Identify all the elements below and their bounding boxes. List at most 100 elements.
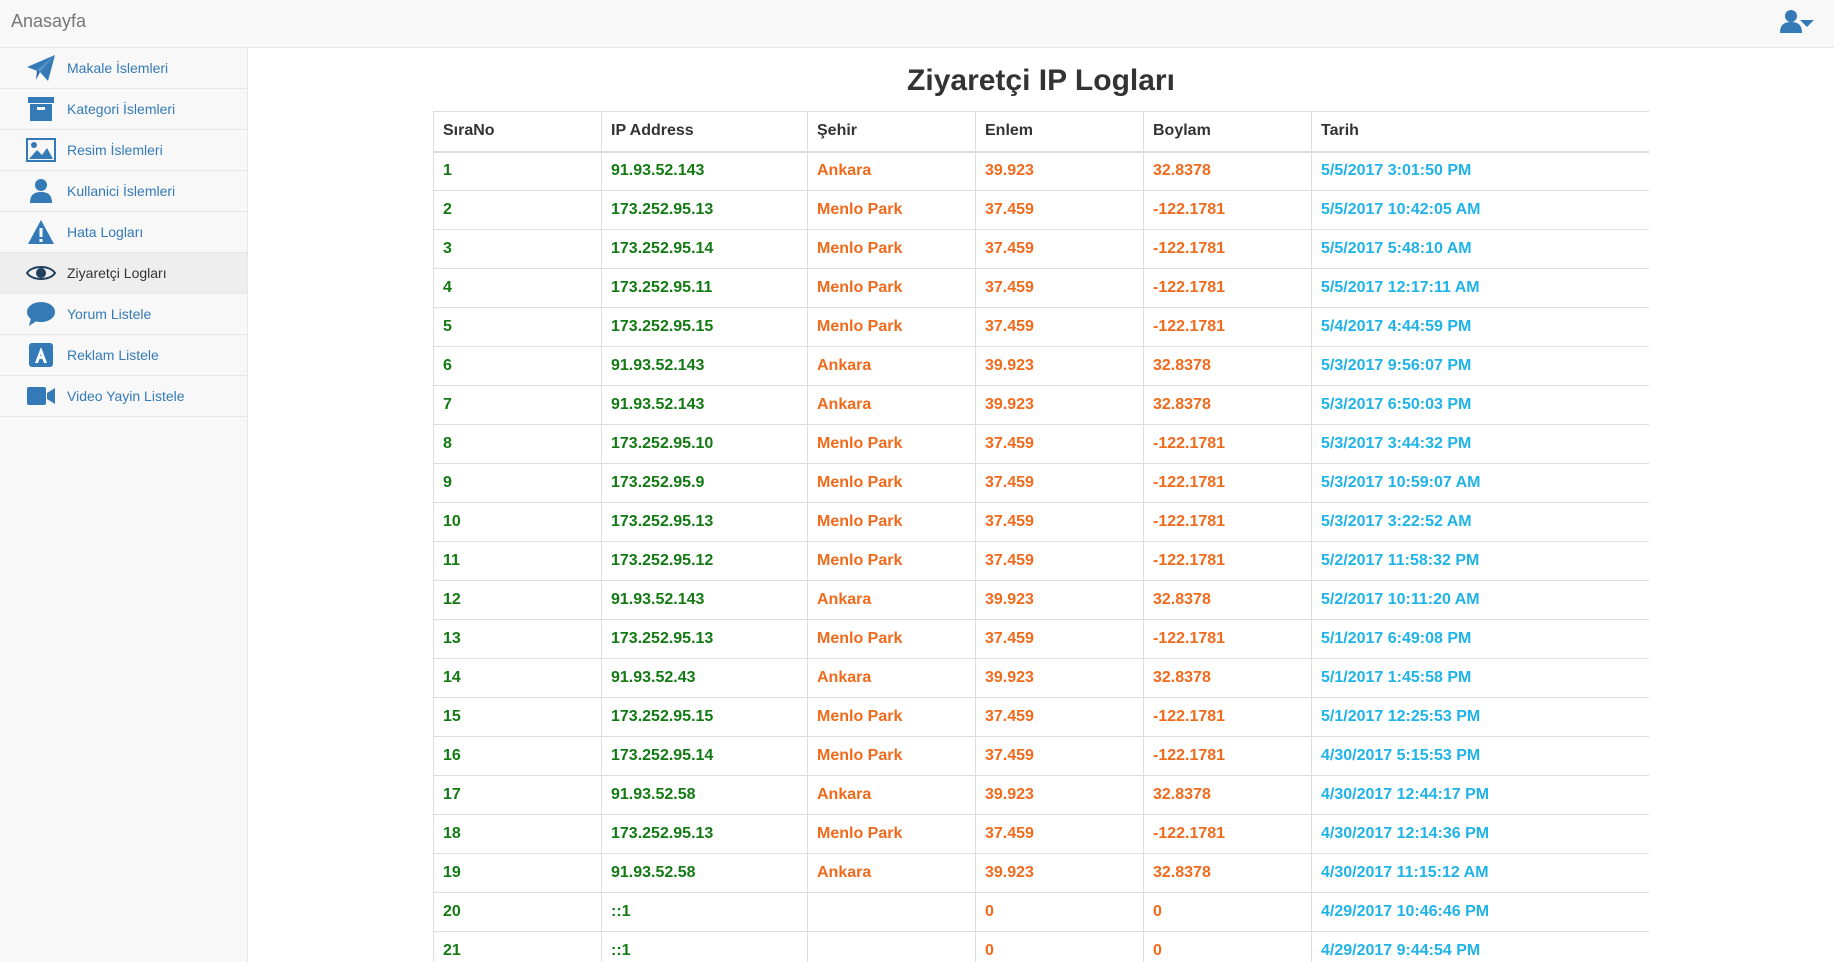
cell-enlem: 39.923 <box>975 151 1144 191</box>
cell-sirano: 12 <box>433 580 602 620</box>
cell-tarih: 5/3/2017 3:44:32 PM <box>1311 424 1649 464</box>
cell-sirano: 17 <box>433 775 602 815</box>
cell-ip-address: ::1 <box>601 931 808 962</box>
cell-boylam: 32.8378 <box>1143 853 1312 893</box>
column-header-ip: IP Address <box>601 111 808 153</box>
sidebar-item-hata[interactable]: Hata Logları <box>0 212 247 253</box>
cell-sehir: Ankara <box>807 853 976 893</box>
comment-icon <box>25 299 57 329</box>
cell-enlem: 39.923 <box>975 775 1144 815</box>
sidebar-item-kategori[interactable]: Kategori İslemleri <box>0 89 247 130</box>
cell-boylam: 32.8378 <box>1143 151 1312 191</box>
cell-sirano: 5 <box>433 307 602 347</box>
cell-sirano: 11 <box>433 541 602 581</box>
user-menu-icon[interactable] <box>1780 9 1814 35</box>
cell-sehir: Menlo Park <box>807 424 976 464</box>
cell-enlem: 39.923 <box>975 346 1144 386</box>
cell-enlem: 37.459 <box>975 736 1144 776</box>
sidebar-item-label: Hata Logları <box>67 224 144 240</box>
sidebar-item-ziyaretci[interactable]: Ziyaretçi Logları <box>0 253 247 294</box>
column-header-sirano: SıraNo <box>433 111 602 153</box>
cell-ip-address: 173.252.95.11 <box>601 268 808 308</box>
table-row: 5 173.252.95.15 Menlo Park 37.459 -122.1781 5… <box>433 307 1649 347</box>
table-row: 11 173.252.95.12 Menlo Park 37.459 -122.1781… <box>433 541 1649 581</box>
cell-enlem: 39.923 <box>975 580 1144 620</box>
cell-boylam: 0 <box>1143 931 1312 962</box>
sidebar-item-label: Reklam Listele <box>67 347 159 363</box>
warning-icon <box>25 217 57 247</box>
cell-enlem: 37.459 <box>975 502 1144 542</box>
table-row: 12 91.93.52.143 Ankara 39.923 32.8378 5/2/201… <box>433 580 1649 620</box>
cell-sehir: Ankara <box>807 346 976 386</box>
table-row: 15 173.252.95.15 Menlo Park 37.459 -122.1781… <box>433 697 1649 737</box>
cell-sehir: Menlo Park <box>807 502 976 542</box>
cell-ip-address: 173.252.95.15 <box>601 307 808 347</box>
sidebar-item-label: Video Yayin Listele <box>67 388 185 404</box>
table-row: 2 173.252.95.13 Menlo Park 37.459 -122.1781 5… <box>433 190 1649 230</box>
cell-ip-address: 91.93.52.58 <box>601 853 808 893</box>
sidebar-item-kullanici[interactable]: Kullanici İslemleri <box>0 171 247 212</box>
cell-enlem: 37.459 <box>975 814 1144 854</box>
cell-enlem: 39.923 <box>975 853 1144 893</box>
cell-boylam: -122.1781 <box>1143 502 1312 542</box>
cell-tarih: 4/30/2017 12:14:36 PM <box>1311 814 1649 854</box>
cell-sehir: Menlo Park <box>807 307 976 347</box>
sidebar-item-label: Resim İslemleri <box>67 142 163 158</box>
table-body: 1 91.93.52.143 Ankara 39.923 32.8378 5/5/2017… <box>433 151 1649 962</box>
sidebar-item-video[interactable]: Video Yayin Listele <box>0 376 247 417</box>
cell-sirano: 4 <box>433 268 602 308</box>
cell-tarih: 5/3/2017 3:22:52 AM <box>1311 502 1649 542</box>
cell-enlem: 0 <box>975 892 1144 932</box>
table-row: 18 173.252.95.13 Menlo Park 37.459 -122.1781… <box>433 814 1649 854</box>
sidebar-item-label: Kategori İslemleri <box>67 101 176 117</box>
cell-tarih: 4/30/2017 5:15:53 PM <box>1311 736 1649 776</box>
cell-sehir: Menlo Park <box>807 697 976 737</box>
cell-boylam: -122.1781 <box>1143 697 1312 737</box>
cell-sirano: 9 <box>433 463 602 503</box>
table-header-row: SıraNo IP Address Şehir Enlem Boylam Tar… <box>433 111 1649 153</box>
table-row: 4 173.252.95.11 Menlo Park 37.459 -122.1781 5… <box>433 268 1649 308</box>
cell-boylam: 0 <box>1143 892 1312 932</box>
cell-ip-address: 173.252.95.13 <box>601 619 808 659</box>
cell-enlem: 37.459 <box>975 424 1144 464</box>
sidebar-item-yorum[interactable]: Yorum Listele <box>0 294 247 335</box>
sidebar-item-resim[interactable]: Resim İslemleri <box>0 130 247 171</box>
cell-ip-address: 91.93.52.43 <box>601 658 808 698</box>
cell-ip-address: 91.93.52.143 <box>601 346 808 386</box>
cell-boylam: -122.1781 <box>1143 190 1312 230</box>
sidebar-item-reklam[interactable]: Reklam Listele <box>0 335 247 376</box>
cell-sirano: 15 <box>433 697 602 737</box>
cell-sehir <box>807 892 976 932</box>
cell-tarih: 4/29/2017 10:46:46 PM <box>1311 892 1649 932</box>
cell-boylam: -122.1781 <box>1143 814 1312 854</box>
sidebar: Makale İslemleri Kategori İslemleri Resi… <box>0 48 248 962</box>
visitor-log-table: SıraNo IP Address Şehir Enlem Boylam Tar… <box>433 111 1649 962</box>
cell-tarih: 5/2/2017 10:11:20 AM <box>1311 580 1649 620</box>
cell-sehir: Menlo Park <box>807 463 976 503</box>
cell-tarih: 5/5/2017 10:42:05 AM <box>1311 190 1649 230</box>
cell-sirano: 10 <box>433 502 602 542</box>
cell-sirano: 16 <box>433 736 602 776</box>
cell-sehir: Ankara <box>807 580 976 620</box>
table-row: 19 91.93.52.58 Ankara 39.923 32.8378 4/30/201… <box>433 853 1649 893</box>
cell-ip-address: 173.252.95.12 <box>601 541 808 581</box>
cell-ip-address: 173.252.95.9 <box>601 463 808 503</box>
cell-sehir: Menlo Park <box>807 619 976 659</box>
cell-ip-address: 173.252.95.14 <box>601 736 808 776</box>
cell-ip-address: 173.252.95.13 <box>601 502 808 542</box>
cell-sehir: Menlo Park <box>807 268 976 308</box>
cell-sehir: Ankara <box>807 658 976 698</box>
table-row: 9 173.252.95.9 Menlo Park 37.459 -122.1781 5/… <box>433 463 1649 503</box>
cell-sehir: Menlo Park <box>807 736 976 776</box>
column-header-tarih: Tarih <box>1311 111 1649 153</box>
ad-icon <box>25 340 57 370</box>
cell-enlem: 37.459 <box>975 619 1144 659</box>
column-header-enlem: Enlem <box>975 111 1144 153</box>
cell-sirano: 2 <box>433 190 602 230</box>
sidebar-item-makale[interactable]: Makale İslemleri <box>0 48 247 89</box>
cell-enlem: 37.459 <box>975 463 1144 503</box>
brand-home-link[interactable]: Anasayfa <box>11 11 87 31</box>
table-row: 7 91.93.52.143 Ankara 39.923 32.8378 5/3/2017… <box>433 385 1649 425</box>
cell-sehir: Ankara <box>807 385 976 425</box>
visitor-log-table-container: SıraNo IP Address Şehir Enlem Boylam Tar… <box>433 111 1649 962</box>
